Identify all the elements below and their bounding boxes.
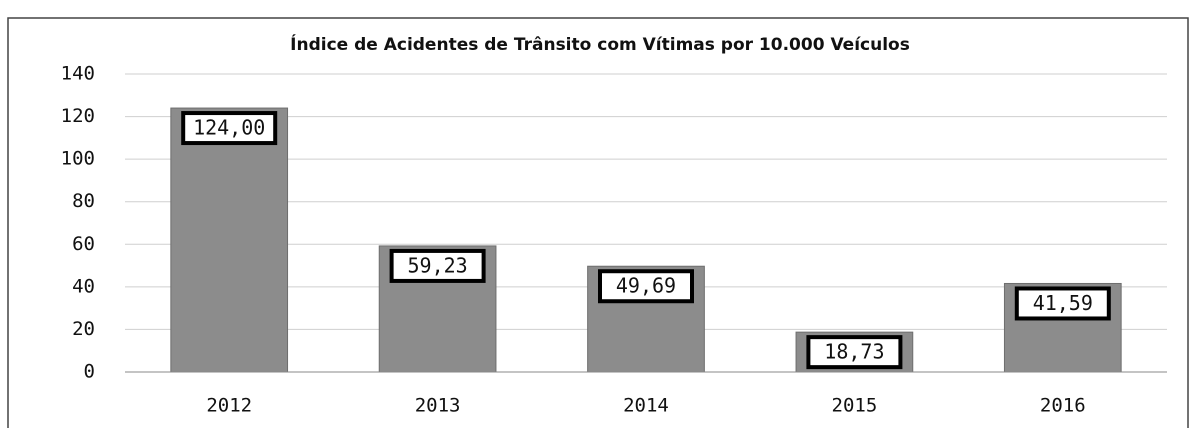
x-tick-label: 2013 bbox=[415, 395, 461, 417]
y-tick-label: 140 bbox=[61, 63, 95, 85]
value-label-box bbox=[806, 335, 903, 370]
value-label-box bbox=[181, 111, 278, 146]
chart-title: Índice de Acidentes de Trânsito com Víti… bbox=[290, 33, 910, 55]
x-tick-label: 2015 bbox=[832, 395, 878, 417]
value-label: 59,23 bbox=[407, 253, 467, 277]
y-tick-label: 120 bbox=[61, 105, 95, 127]
value-label: 124,00 bbox=[193, 116, 265, 140]
y-tick-label: 40 bbox=[72, 275, 95, 297]
bar bbox=[170, 107, 289, 373]
y-tick-label: 100 bbox=[61, 148, 95, 170]
value-label: 49,69 bbox=[616, 274, 676, 298]
value-label-box bbox=[1014, 286, 1111, 321]
y-tick-label: 20 bbox=[72, 318, 95, 340]
x-tick-label: 2012 bbox=[206, 395, 252, 417]
value-label: 41,59 bbox=[1033, 291, 1093, 315]
y-tick-label: 80 bbox=[72, 190, 95, 212]
x-tick-label: 2016 bbox=[1040, 395, 1086, 417]
y-tick-label: 60 bbox=[72, 233, 95, 255]
value-label-box bbox=[598, 269, 694, 304]
x-tick-label: 2014 bbox=[623, 395, 669, 417]
value-label-box bbox=[389, 248, 486, 283]
y-tick-label: 0 bbox=[84, 361, 95, 383]
value-label: 18,73 bbox=[824, 340, 884, 364]
